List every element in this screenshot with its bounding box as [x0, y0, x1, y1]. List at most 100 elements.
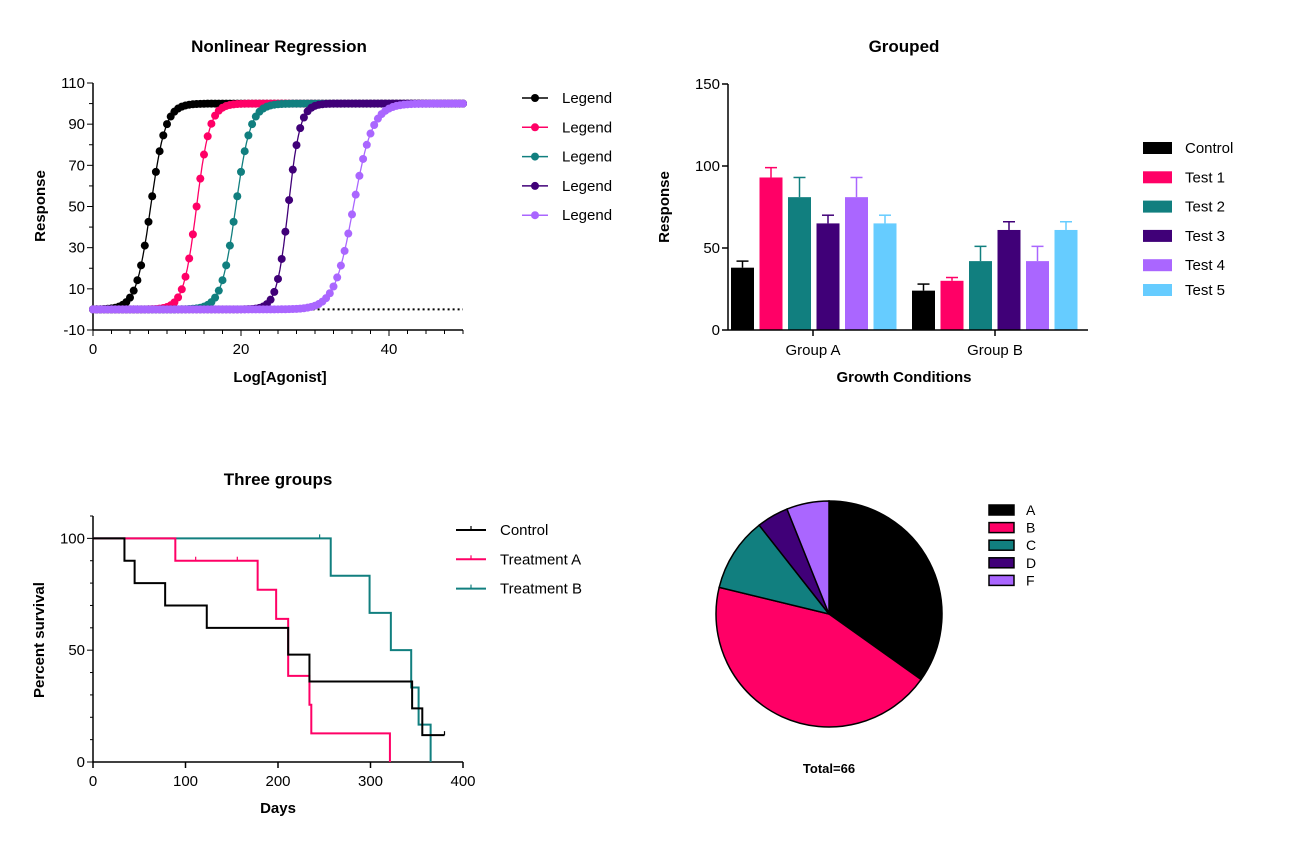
- legend-label: C: [1026, 537, 1036, 553]
- bar: [873, 223, 897, 330]
- data-point: [155, 147, 164, 156]
- bar: [788, 197, 811, 330]
- x-tick-label: 40: [381, 341, 398, 358]
- legend-label: Legend: [562, 207, 612, 224]
- bar: [969, 261, 992, 330]
- data-point: [355, 171, 364, 180]
- nonlinear-regression-chart: Nonlinear Regression Log[Agonist] Respon…: [32, 37, 612, 386]
- data-point: [296, 124, 305, 133]
- data-point: [285, 196, 294, 205]
- y-tick-label: 100: [60, 530, 85, 547]
- total-label: Total=66: [803, 761, 855, 776]
- data-point: [211, 293, 220, 302]
- data-point: [274, 274, 282, 283]
- data-point: [159, 131, 168, 140]
- data-point: [288, 165, 297, 174]
- data-point: [237, 167, 245, 176]
- pie-slice: [715, 586, 923, 728]
- data-point: [344, 229, 353, 238]
- data-point: [133, 276, 142, 285]
- data-point: [266, 295, 275, 304]
- data-point: [126, 293, 134, 302]
- y-axis-label: Response: [656, 171, 673, 243]
- y-tick-label: 0: [77, 754, 85, 771]
- bar: [912, 290, 935, 330]
- bar: [940, 280, 964, 330]
- chart-title: Nonlinear Regression: [191, 37, 367, 56]
- data-point: [270, 287, 279, 296]
- y-axis-label: Percent survival: [31, 582, 48, 698]
- bar: [1054, 229, 1078, 330]
- bar: [997, 229, 1021, 330]
- data-point: [129, 286, 138, 295]
- series-4: [89, 99, 467, 314]
- data-point: [248, 120, 257, 129]
- data-point: [174, 293, 183, 302]
- data-point: [207, 119, 216, 128]
- legend-swatch: [988, 521, 1015, 534]
- legend-swatch: [988, 557, 1015, 569]
- legend-swatch: [988, 574, 1015, 587]
- legend-marker: [531, 123, 539, 132]
- legend-label: Test 5: [1185, 282, 1225, 299]
- data-point: [196, 174, 205, 183]
- data-point: [340, 246, 349, 255]
- legend-swatch: [1143, 284, 1172, 296]
- x-tick-label: Group B: [967, 342, 1023, 359]
- data-point: [181, 272, 190, 281]
- y-tick-label: 110: [61, 75, 85, 92]
- data-point: [148, 192, 157, 201]
- data-point: [370, 120, 379, 129]
- data-point: [459, 99, 467, 108]
- legend-swatch: [1143, 171, 1172, 184]
- x-tick-label: 20: [233, 341, 250, 358]
- legend-label: Test 3: [1185, 228, 1225, 245]
- x-axis-label: Log[Agonist]: [233, 369, 326, 386]
- legend-label: Treatment A: [500, 551, 581, 568]
- y-tick-label: 100: [695, 158, 720, 175]
- bar: [731, 267, 754, 330]
- bar: [759, 177, 783, 330]
- legend-label: Treatment B: [500, 581, 582, 598]
- data-point: [188, 230, 197, 239]
- pie-slice: [718, 524, 831, 616]
- x-tick-label: 0: [89, 341, 97, 358]
- survival-curve: [93, 537, 391, 762]
- data-point: [163, 120, 171, 129]
- data-point: [244, 131, 253, 140]
- survival-curve: [93, 537, 445, 737]
- legend-marker: [531, 181, 539, 190]
- legend-label: Test 2: [1185, 199, 1225, 216]
- legend-label: Control: [1185, 140, 1233, 157]
- data-point: [229, 217, 238, 226]
- x-tick-label: 200: [265, 773, 290, 790]
- x-tick-label: Group A: [785, 342, 840, 359]
- data-point: [233, 192, 242, 201]
- survival-curve: [93, 537, 432, 762]
- data-point: [144, 217, 153, 226]
- data-point: [214, 286, 223, 295]
- data-point: [366, 129, 375, 138]
- data-point: [203, 132, 212, 141]
- bar: [845, 197, 868, 330]
- legend-label: D: [1026, 555, 1036, 571]
- x-tick-label: 300: [358, 773, 383, 790]
- legend-label: Legend: [562, 90, 612, 107]
- y-tick-label: 150: [695, 76, 720, 93]
- legend-label: Control: [500, 522, 548, 539]
- data-point: [325, 289, 334, 298]
- legend-marker: [531, 94, 539, 102]
- data-point: [281, 227, 290, 236]
- y-axis-label: Response: [32, 170, 49, 242]
- legend-label: Test 4: [1185, 257, 1225, 274]
- y-tick-label: 90: [68, 116, 85, 133]
- pie-slice: [786, 500, 830, 615]
- grouped-bar-chart: Grouped Growth Conditions Response Contr…: [656, 37, 1233, 386]
- data-point: [240, 147, 249, 156]
- y-tick-label: 10: [68, 281, 85, 298]
- y-tick-label: -10: [63, 322, 85, 339]
- y-tick-label: 50: [703, 240, 720, 257]
- y-tick-label: 0: [712, 322, 720, 339]
